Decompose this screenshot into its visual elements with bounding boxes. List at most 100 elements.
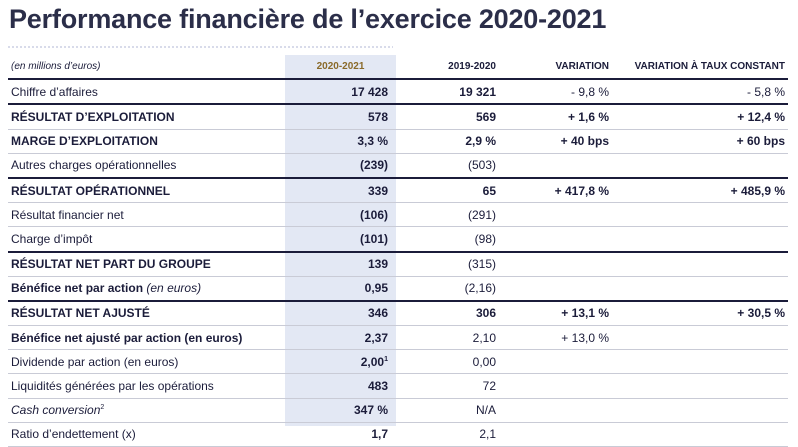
table-row: Liquidités générées par les opérations 4…	[8, 373, 788, 399]
table-row: Autres charges opérationnelles (239) (50…	[8, 153, 788, 179]
cell-variation-constant: + 60 bps	[612, 129, 788, 154]
cell-2020-2021: 2,001	[285, 349, 396, 375]
cell-value: 2,00	[360, 354, 385, 369]
cell-2019-2020: (315)	[396, 250, 499, 277]
table-row: Chiffre d’affaires 17 428 19 321 - 9,8 %…	[8, 79, 788, 105]
footnote-marker: 1	[384, 355, 388, 363]
cell-variation	[499, 276, 612, 302]
cell-2020-2021: (106)	[285, 202, 396, 228]
row-label: Cash conversion2	[8, 398, 285, 423]
title-underline	[8, 46, 393, 48]
cell-variation: + 1,6 %	[499, 103, 612, 130]
col-header-2019-2020: 2019-2020	[396, 55, 499, 81]
cell-variation-constant	[612, 422, 788, 447]
cell-2020-2021: 139	[285, 250, 396, 277]
cell-variation-constant	[612, 226, 788, 252]
row-label: Bénéfice net par action (en euros)	[8, 276, 285, 302]
cell-2020-2021: 2,37	[285, 325, 396, 351]
table-row: MARGE D’EXPLOITATION 3,3 % 2,9 % + 40 bp…	[8, 129, 788, 154]
cell-variation	[499, 202, 612, 228]
table-row: Dividende par action (en euros) 2,001 0,…	[8, 349, 788, 375]
cell-2020-2021: 0,95	[285, 276, 396, 302]
cell-variation-constant	[612, 349, 788, 375]
cell-variation-constant	[612, 276, 788, 302]
cell-2020-2021: 483	[285, 373, 396, 399]
cell-2020-2021: (101)	[285, 226, 396, 252]
cell-variation-constant	[612, 398, 788, 423]
cell-2019-2020: 569	[396, 103, 499, 130]
row-label-text: Cash conversion	[11, 403, 101, 418]
table-row: RÉSULTAT OPÉRATIONNEL 339 65 + 417,8 % +…	[8, 176, 788, 204]
col-header-unit: (en millions d’euros)	[8, 55, 285, 81]
row-label: RÉSULTAT NET AJUSTÉ	[8, 299, 285, 327]
cell-variation-constant: + 30,5 %	[612, 299, 788, 327]
cell-variation-constant	[612, 250, 788, 277]
cell-2019-2020: 0,00	[396, 349, 499, 375]
cell-2020-2021: 17 428	[285, 79, 396, 105]
cell-variation	[499, 398, 612, 423]
cell-variation-constant	[612, 373, 788, 399]
row-label: Charge d’impôt	[8, 226, 285, 252]
row-label: Autres charges opérationnelles	[8, 153, 285, 179]
cell-variation	[499, 422, 612, 447]
row-label: Bénéfice net ajusté par action (en euros…	[8, 325, 285, 351]
table-row: Bénéfice net par action (en euros) 0,95 …	[8, 276, 788, 302]
cell-2019-2020: 2,9 %	[396, 129, 499, 154]
cell-2019-2020: (291)	[396, 202, 499, 228]
cell-2019-2020: N/A	[396, 398, 499, 423]
cell-2020-2021: (239)	[285, 153, 396, 179]
cell-2020-2021: 3,3 %	[285, 129, 396, 154]
col-header-variation-constant: VARIATION À TAUX CONSTANT	[612, 55, 788, 81]
cell-variation	[499, 373, 612, 399]
cell-variation: + 40 bps	[499, 129, 612, 154]
cell-2019-2020: 65	[396, 176, 499, 204]
cell-variation-constant	[612, 202, 788, 228]
cell-2019-2020: 19 321	[396, 79, 499, 105]
cell-2019-2020: 72	[396, 373, 499, 399]
table-row: RÉSULTAT NET PART DU GROUPE 139 (315)	[8, 250, 788, 277]
cell-2019-2020: (503)	[396, 153, 499, 179]
row-label: RÉSULTAT D’EXPLOITATION	[8, 103, 285, 130]
row-label: RÉSULTAT NET PART DU GROUPE	[8, 250, 285, 277]
row-label: Dividende par action (en euros)	[8, 349, 285, 375]
row-label: RÉSULTAT OPÉRATIONNEL	[8, 176, 285, 204]
page-title: Performance financière de l’exercice 202…	[9, 4, 607, 34]
cell-2019-2020: (2,16)	[396, 276, 499, 302]
cell-variation	[499, 226, 612, 252]
cell-variation: + 417,8 %	[499, 176, 612, 204]
cell-variation: + 13,0 %	[499, 325, 612, 351]
cell-2020-2021: 347 %	[285, 398, 396, 423]
cell-variation	[499, 153, 612, 179]
cell-variation-constant: - 5,8 %	[612, 79, 788, 105]
cell-2020-2021: 1,7	[285, 422, 396, 447]
table-row: Ratio d’endettement (x) 1,7 2,1	[8, 422, 788, 447]
row-label: Liquidités générées par les opérations	[8, 373, 285, 399]
table-row: Résultat financier net (106) (291)	[8, 202, 788, 228]
row-label: Résultat financier net	[8, 202, 285, 228]
cell-variation: + 13,1 %	[499, 299, 612, 327]
cell-variation-constant: + 12,4 %	[612, 103, 788, 130]
row-label-suffix: (en euros)	[146, 281, 202, 296]
cell-variation-constant	[612, 325, 788, 351]
financial-table: (en millions d’euros) 2020-2021 2019-202…	[8, 55, 788, 447]
table-row: Cash conversion2 347 % N/A	[8, 398, 788, 423]
table-row: Charge d’impôt (101) (98)	[8, 226, 788, 252]
cell-2019-2020: 306	[396, 299, 499, 327]
cell-2019-2020: (98)	[396, 226, 499, 252]
col-header-2020-2021: 2020-2021	[285, 55, 396, 81]
cell-2019-2020: 2,1	[396, 422, 499, 447]
row-label-text: Bénéfice net par action	[11, 281, 144, 296]
table-row: Bénéfice net ajusté par action (en euros…	[8, 325, 788, 351]
row-label: MARGE D’EXPLOITATION	[8, 129, 285, 154]
row-label: Ratio d’endettement (x)	[8, 422, 285, 447]
cell-2019-2020: 2,10	[396, 325, 499, 351]
cell-2020-2021: 346	[285, 299, 396, 327]
cell-variation-constant: + 485,9 %	[612, 176, 788, 204]
cell-2020-2021: 578	[285, 103, 396, 130]
cell-2020-2021: 339	[285, 176, 396, 204]
footnote-marker: 2	[100, 404, 105, 412]
row-label: Chiffre d’affaires	[8, 79, 285, 105]
table-header-row: (en millions d’euros) 2020-2021 2019-202…	[8, 55, 788, 81]
col-header-variation: VARIATION	[499, 55, 612, 81]
table-row: RÉSULTAT NET AJUSTÉ 346 306 + 13,1 % + 3…	[8, 299, 788, 327]
